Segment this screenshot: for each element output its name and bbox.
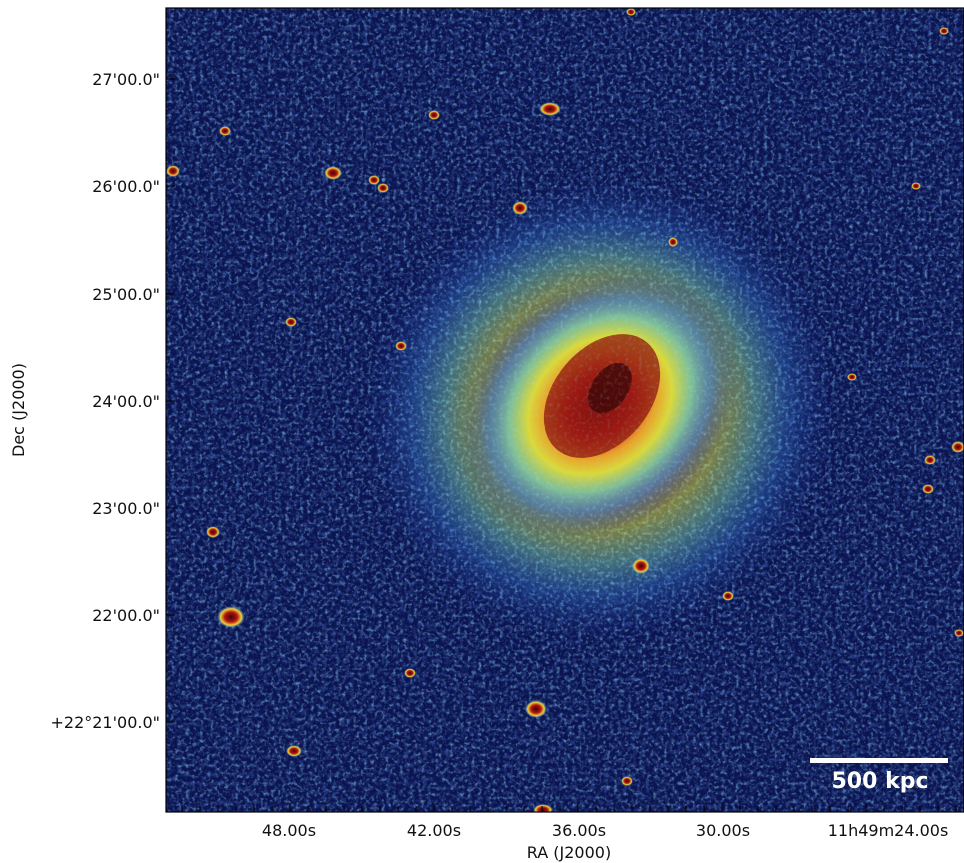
y-tick-label: 23'00.0"	[92, 499, 160, 518]
scale-bar-label: 500 kpc	[831, 769, 928, 794]
x-tick-label: 48.00s	[262, 821, 316, 840]
y-tick-label: 27'00.0"	[92, 70, 160, 89]
y-tick-labels: 27'00.0" 26'00.0" 25'00.0" 24'00.0" 23'0…	[50, 70, 160, 732]
y-tick-label: 25'00.0"	[92, 285, 160, 304]
y-tick-label: 26'00.0"	[92, 177, 160, 196]
x-minor-ticks	[181, 803, 957, 812]
x-axis-label: RA (J2000)	[527, 843, 611, 862]
x-tick-label: 42.00s	[407, 821, 461, 840]
x-tick-label: 11h49m24.00s	[828, 821, 949, 840]
plot-frame	[165, 7, 964, 813]
cluster-emission	[166, 8, 964, 812]
y-ticks	[166, 78, 175, 723]
y-tick-label: 24'00.0"	[92, 392, 160, 411]
x-tick-labels: 48.00s 42.00s 36.00s 30.00s 11h49m24.00s	[262, 821, 948, 840]
x-tick-label: 30.00s	[696, 821, 750, 840]
scale-bar: 500 kpc	[810, 758, 948, 794]
point-sources	[166, 8, 964, 812]
x-tick-label: 36.00s	[552, 821, 606, 840]
scale-bar-line	[810, 758, 948, 763]
y-tick-label: 22'00.0"	[92, 606, 160, 625]
image-panel: 500 kpc	[166, 8, 964, 812]
y-tick-label: +22°21'00.0"	[50, 713, 160, 732]
y-axis-label: Dec (J2000)	[9, 363, 28, 457]
